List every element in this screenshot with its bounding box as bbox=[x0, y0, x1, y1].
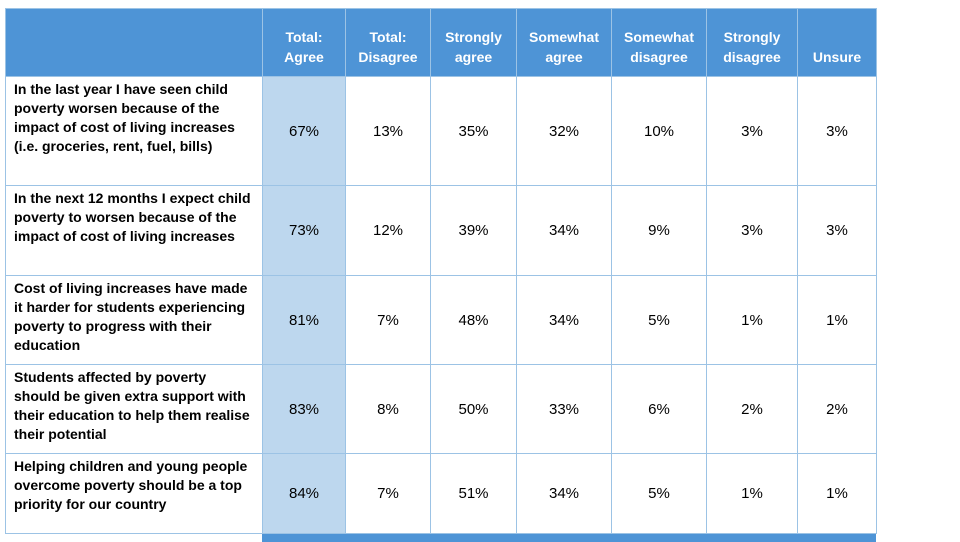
data-cell: 81% bbox=[262, 275, 346, 365]
data-cell: 3% bbox=[797, 185, 877, 276]
row-label: Students affected by poverty should be g… bbox=[5, 364, 263, 454]
table-row: In the last year I have seen child pover… bbox=[5, 76, 877, 186]
column-header: Somewhat disagree bbox=[611, 8, 707, 77]
data-cell: 1% bbox=[706, 453, 798, 534]
data-cell: 2% bbox=[706, 364, 798, 454]
data-cell: 34% bbox=[516, 275, 612, 365]
table-row: In the next 12 months I expect child pov… bbox=[5, 185, 877, 276]
data-cell: 9% bbox=[611, 185, 707, 276]
column-header: Total: Agree bbox=[262, 8, 346, 77]
data-cell: 39% bbox=[430, 185, 517, 276]
data-cell: 32% bbox=[516, 76, 612, 186]
data-cell: 7% bbox=[345, 275, 431, 365]
column-header: Total: Disagree bbox=[345, 8, 431, 77]
row-label: In the last year I have seen child pover… bbox=[5, 76, 263, 186]
column-header: Strongly agree bbox=[430, 8, 517, 77]
data-cell: 7% bbox=[345, 453, 431, 534]
column-header: Somewhat agree bbox=[516, 8, 612, 77]
row-label: Helping children and young people overco… bbox=[5, 453, 263, 534]
data-cell: 2% bbox=[797, 364, 877, 454]
corner-header-cell bbox=[5, 8, 263, 77]
data-cell: 8% bbox=[345, 364, 431, 454]
survey-results-table: Total: Agree Total: Disagree Strongly agre… bbox=[5, 8, 877, 534]
header-row: Total: Agree Total: Disagree Strongly agre… bbox=[5, 8, 877, 77]
row-label: In the next 12 months I expect child pov… bbox=[5, 185, 263, 276]
data-cell: 83% bbox=[262, 364, 346, 454]
survey-table-wrapper: Total: Agree Total: Disagree Strongly agre… bbox=[5, 8, 877, 542]
data-cell: 3% bbox=[706, 185, 798, 276]
data-cell: 3% bbox=[706, 76, 798, 186]
data-cell: 48% bbox=[430, 275, 517, 365]
data-cell: 6% bbox=[611, 364, 707, 454]
data-cell: 50% bbox=[430, 364, 517, 454]
data-cell: 5% bbox=[611, 275, 707, 365]
data-cell: 34% bbox=[516, 185, 612, 276]
row-label: Cost of living increases have made it ha… bbox=[5, 275, 263, 365]
data-cell: 10% bbox=[611, 76, 707, 186]
data-cell: 1% bbox=[706, 275, 798, 365]
data-cell: 84% bbox=[262, 453, 346, 534]
data-cell: 34% bbox=[516, 453, 612, 534]
data-cell: 33% bbox=[516, 364, 612, 454]
table-row: Students affected by poverty should be g… bbox=[5, 364, 877, 454]
table-body: In the last year I have seen child pover… bbox=[5, 76, 877, 534]
data-cell: 1% bbox=[797, 275, 877, 365]
column-header: Unsure bbox=[797, 8, 877, 77]
data-cell: 12% bbox=[345, 185, 431, 276]
table-continuation-strip bbox=[262, 534, 876, 542]
table-row: Cost of living increases have made it ha… bbox=[5, 275, 877, 365]
data-cell: 1% bbox=[797, 453, 877, 534]
data-cell: 51% bbox=[430, 453, 517, 534]
table-row: Helping children and young people overco… bbox=[5, 453, 877, 534]
column-header: Strongly disagree bbox=[706, 8, 798, 77]
data-cell: 3% bbox=[797, 76, 877, 186]
data-cell: 13% bbox=[345, 76, 431, 186]
data-cell: 35% bbox=[430, 76, 517, 186]
data-cell: 67% bbox=[262, 76, 346, 186]
data-cell: 5% bbox=[611, 453, 707, 534]
data-cell: 73% bbox=[262, 185, 346, 276]
